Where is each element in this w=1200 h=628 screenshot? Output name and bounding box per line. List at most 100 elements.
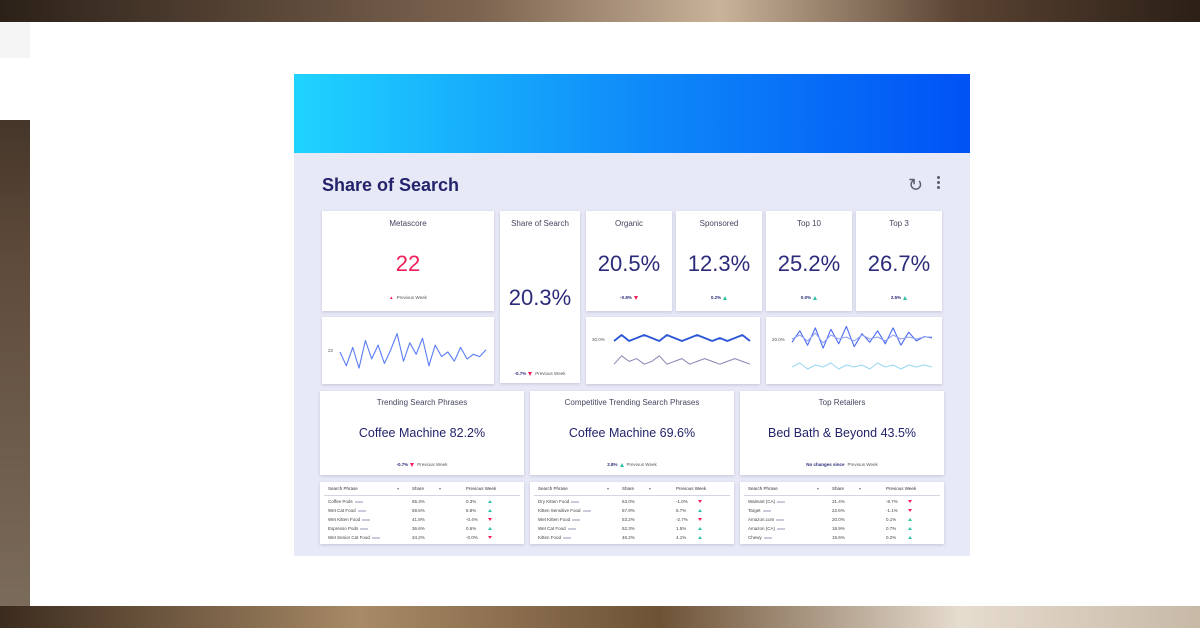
sort-icon [607,487,610,490]
phrase-cell: Walmart (CA) [748,499,786,504]
previous-week-cell: -2.7% [676,517,688,522]
column-header[interactable]: Previous Week [676,486,706,491]
arrow-up-icon [908,526,912,531]
refresh-icon[interactable]: ↻ [908,175,924,195]
organic-y-label: 30.0% [592,337,605,342]
previous-week-cell: -1.0% [676,499,688,504]
table-row[interactable]: Kitten Sensitive Food 57.9% 5.7% [530,508,734,517]
phrase-text: Dry Kitten Food [538,499,570,504]
more-options-icon[interactable] [934,174,942,194]
mini-bar [777,527,786,530]
table-row[interactable]: Wet Kitten Food 41.8% -0.4% [320,517,524,526]
arrow-up-icon [698,508,702,513]
table-row[interactable]: Amazon (CA) 18.9% 0.7% [740,526,944,535]
kpi-delta-value: 2.5% [890,295,902,300]
phrase-text: Amazon.com [748,517,775,522]
table-row[interactable]: Target 22.6% -1.1% [740,508,944,517]
mini-bar [582,509,591,512]
panel-2: Top Retailers Bed Bath & Beyond 43.5% No c… [740,391,944,475]
previous-week-cell: -0.4% [466,517,478,522]
header-banner [294,74,970,153]
phrase-text: Amazon (CA) [748,526,776,531]
table-row[interactable]: Kitten Food 46.2% 4.1% [530,535,734,544]
table-row[interactable]: Wet Kitten Food 53.2% -2.7% [530,517,734,526]
mini-bar [360,527,369,530]
phrase-text: Kitten Food [538,535,562,540]
phrase-cell: Amazon.com [748,517,785,522]
kpi-value: 26.7% [867,251,931,276]
table-row[interactable]: Wet Cat Food 52.3% 1.5% [530,526,734,535]
previous-week-cell: 0.1% [886,517,897,522]
panel-delta: No changes since Previous Week [740,462,944,467]
column-header[interactable]: Search Phrase [538,486,610,491]
column-header[interactable]: Share [412,486,442,491]
organic-series-top [613,334,751,342]
mini-bar [762,509,771,512]
share-of-search-card: Share of Search 20.3% -0.7% Previous Week [500,211,580,383]
table-row[interactable]: Coffee Pods 65.3% 0.3% [320,499,524,508]
column-header[interactable]: Previous Week [886,486,916,491]
table-row[interactable]: Espresso Pods 36.6% 0.6% [320,526,524,535]
metascore-sparkline-card: 22 [322,317,494,384]
column-header[interactable]: Search Phrase [748,486,820,491]
arrow-up-icon [488,499,492,504]
arrow-up-icon [698,535,702,540]
table-row[interactable]: Wet Senior Cat Food 34.2% -0.0% [320,535,524,544]
sort-icon [397,487,400,490]
previous-week-cell: 4.1% [676,535,687,540]
phrase-text: Walmart (CA) [748,499,776,504]
table-header: Search Phrase Share Previous Week [320,486,524,495]
share-cell: 52.3% [622,526,635,531]
share-cell: 57.9% [622,508,635,513]
panel-label: Trending Search Phrases [376,398,468,407]
panel-value: Coffee Machine 69.6% [568,426,696,440]
panel-delta-value: No changes since [806,462,845,467]
arrow-up-icon [488,508,492,513]
share-cell: 34.2% [412,535,425,540]
panel-delta-note: Previous Week [847,462,878,467]
table-row[interactable]: Wet Cat Food 59.6% 6.8% [320,508,524,517]
mini-bar [777,500,786,503]
panel-delta-value: -0.7% [396,462,409,467]
metascore-series-line [339,333,487,369]
previous-week-cell: 1.5% [676,526,687,531]
column-header-label: Previous Week [466,486,497,491]
organic-series-bottom [613,355,751,365]
previous-week-cell: -0.0% [466,535,478,540]
phrase-cell: Wet Cat Food [538,526,576,531]
kpi-label: Top 3 [889,219,909,228]
table-row[interactable]: Dry Kitten Food 63.0% -1.0% [530,499,734,508]
arrow-down-icon [633,295,638,300]
share-of-search-delta-value: -0.7% [514,371,527,376]
share-cell: 36.6% [412,526,425,531]
metascore-card: Metascore 22 ▲ Previous Week [322,211,494,311]
column-header[interactable]: Previous Week [466,486,496,491]
column-header[interactable]: Share [622,486,652,491]
phrase-text: Wet Kitten Food [328,517,361,522]
background-notch [0,58,30,120]
panel-delta-value: 2.8% [607,462,618,467]
table-row[interactable]: Chewy 15.6% 0.2% [740,535,944,544]
previous-week-cell: 0.2% [886,535,897,540]
arrow-up-icon [908,535,912,540]
phrase-text: Wet Cat Food [538,526,566,531]
column-header[interactable]: Search Phrase [328,486,400,491]
table-row[interactable]: Amazon.com 20.0% 0.1% [740,517,944,526]
phrase-text: Espresso Pods [328,526,359,531]
arrow-down-icon [908,499,912,504]
table-row[interactable]: Walmart (CA) 31.4% -8.7% [740,499,944,508]
previous-week-cell: -1.1% [886,508,898,513]
previous-week-cell: -8.7% [886,499,898,504]
panel-label: Top Retailers [818,398,866,407]
kpi-card-top-10: Top 10 25.2% 0.0% [766,211,852,311]
column-header[interactable]: Share [832,486,862,491]
panel-delta-note: Previous Week [417,462,448,467]
share-cell: 46.2% [622,535,635,540]
top-chart-card: 20.0% [766,317,942,384]
previous-week-cell: 0.6% [466,526,477,531]
mini-bar [354,500,363,503]
phrase-text: Wet Senior Cat Food [328,535,370,540]
phrase-text: Target [748,508,761,513]
panel-delta: 2.8% Previous Week [530,462,734,467]
share-cell: 22.6% [832,508,845,513]
